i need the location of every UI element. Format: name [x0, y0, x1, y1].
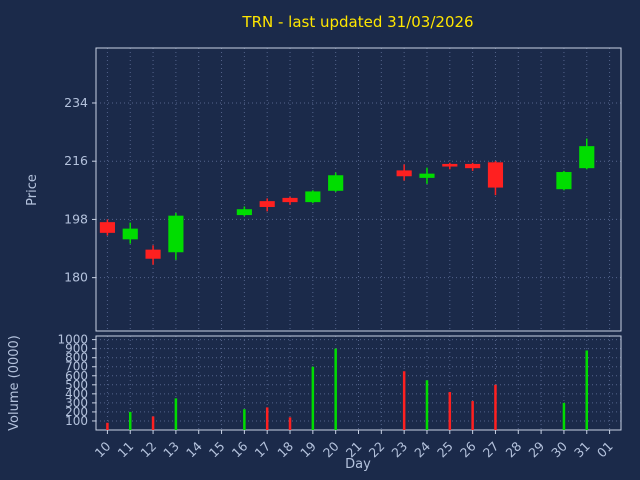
- candle-body-day-13: [168, 215, 184, 253]
- candle-body-day-12: [145, 249, 161, 259]
- x-tick-label: 26: [457, 438, 479, 460]
- candle-body-day-27: [487, 162, 504, 188]
- volume-tick-label: 400: [65, 387, 88, 401]
- x-axis-label: Day: [345, 457, 371, 472]
- price-tick-label: 234: [64, 95, 88, 110]
- price-axis-label: Price: [25, 174, 40, 206]
- x-tick-label: 24: [411, 438, 433, 460]
- volume-tick-label: 700: [65, 360, 88, 374]
- chart-title: TRN - last updated 31/03/2026: [241, 13, 473, 31]
- candle-body-day-20: [328, 175, 344, 191]
- x-tick-label: 25: [434, 439, 456, 461]
- volume-tick-label: 200: [65, 405, 88, 419]
- volume-bar-day-24: [425, 380, 429, 430]
- x-tick-label: 15: [206, 439, 228, 461]
- volume-tick-label: 600: [65, 369, 88, 383]
- x-tick-label: 31: [571, 439, 593, 461]
- volume-tick-label: 100: [65, 414, 88, 428]
- volume-bar-day-16: [243, 409, 246, 430]
- volume-bar-day-17: [265, 407, 269, 430]
- volume-tick-label: 800: [65, 351, 88, 365]
- volume-tick-label: 900: [65, 342, 88, 356]
- candle-body-day-24: [419, 173, 435, 178]
- volume-bar-day-27: [494, 384, 497, 430]
- price-panel-frame: [95, 47, 622, 332]
- volume-bar-day-11: [128, 411, 132, 430]
- x-tick-label: 27: [480, 439, 502, 461]
- x-tick-label: 18: [274, 438, 296, 460]
- candle-body-day-16: [236, 209, 252, 216]
- volume-bar-day-19: [311, 366, 315, 430]
- x-tick-label: 01: [594, 439, 616, 461]
- x-tick-label: 11: [115, 439, 137, 461]
- volume-bar-day-23: [402, 371, 406, 430]
- candle-body-day-23: [396, 170, 412, 177]
- volume-bar-day-26: [471, 401, 474, 430]
- volume-tick-label: 500: [65, 378, 88, 392]
- price-tick-label: 198: [64, 211, 88, 226]
- x-tick-label: 30: [548, 438, 570, 460]
- volume-bar-day-31: [585, 350, 589, 430]
- volume-bar-day-30: [562, 402, 566, 430]
- x-tick-label: 29: [525, 438, 547, 460]
- candle-body-day-26: [465, 163, 481, 169]
- x-tick-label: 10: [92, 438, 114, 460]
- x-tick-label: 17: [251, 439, 273, 461]
- candle-body-day-18: [282, 197, 298, 203]
- candle-body-day-30: [556, 172, 572, 190]
- chart-render-layer: 1801982162341002003004005006007008009001…: [57, 47, 622, 461]
- volume-bar-day-10: [106, 422, 109, 430]
- volume-bar-day-18: [288, 417, 292, 430]
- candle-body-day-11: [122, 228, 138, 240]
- x-tick-label: 19: [297, 438, 319, 460]
- volume-bar-day-12: [151, 416, 155, 430]
- x-tick-label: 16: [229, 438, 251, 460]
- volume-tick-label: 300: [65, 396, 88, 410]
- volume-tick-label: 1000: [57, 333, 88, 347]
- x-tick-label: 28: [503, 438, 525, 460]
- x-tick-label: 23: [388, 439, 410, 461]
- candle-body-day-17: [259, 201, 275, 207]
- x-tick-label: 12: [137, 439, 159, 461]
- x-tick-label: 20: [320, 438, 342, 460]
- volume-panel-frame: [95, 335, 622, 431]
- x-tick-label: 13: [160, 439, 182, 461]
- volume-bar-day-13: [174, 398, 178, 430]
- candle-body-day-25: [442, 163, 458, 167]
- price-tick-label: 216: [64, 153, 88, 168]
- candle-body-day-31: [579, 146, 595, 169]
- candle-body-day-19: [305, 191, 321, 203]
- volume-bar-day-25: [448, 392, 452, 430]
- volume-bar-day-20: [334, 348, 337, 430]
- price-tick-label: 180: [64, 270, 88, 285]
- candle-body-day-10: [99, 222, 115, 233]
- volume-axis-label: Volume (0000): [7, 335, 22, 431]
- x-tick-label: 14: [183, 438, 205, 460]
